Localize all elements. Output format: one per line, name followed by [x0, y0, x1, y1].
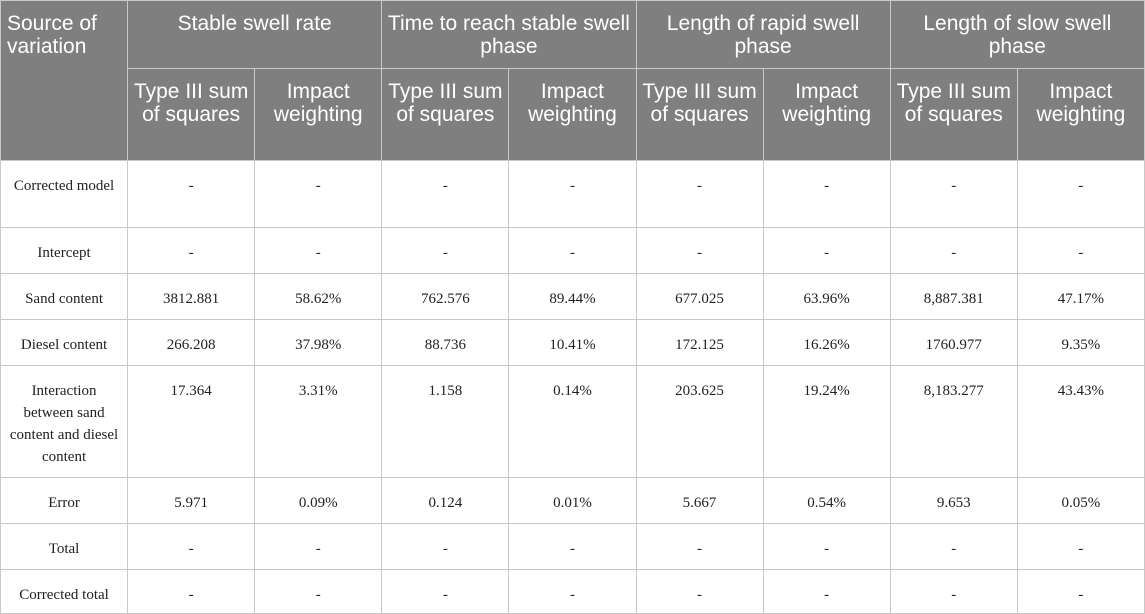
header-group: Length of slow swell phase	[889, 0, 1145, 69]
table-body: Corrected model - - - - - - - - Intercep…	[0, 160, 1145, 614]
row-label: Total	[0, 523, 129, 570]
table-row: Interaction between sand content and die…	[0, 365, 1145, 478]
header-sub-impact: Impact weighting	[1016, 68, 1145, 161]
table-cell: -	[381, 569, 510, 614]
header-sub-impact: Impact weighting	[762, 68, 891, 161]
table-cell: -	[127, 569, 256, 614]
table-cell: -	[762, 523, 891, 570]
header-sub-impact: Impact weighting	[254, 68, 383, 161]
header-sub-impact: Impact weighting	[508, 68, 637, 161]
table-cell: -	[635, 569, 764, 614]
header-group: Time to reach stable swell phase	[381, 0, 637, 69]
header-sub-sum: Type III sum of squares	[889, 68, 1018, 161]
table-cell: -	[762, 160, 891, 228]
header-sub-sum: Type III sum of squares	[381, 68, 510, 161]
table-cell: -	[127, 227, 256, 274]
table-cell: -	[1016, 227, 1145, 274]
header-source: Source of variation	[0, 0, 129, 161]
table-cell: 19.24%	[762, 365, 891, 478]
table-cell: 0.01%	[508, 477, 637, 524]
table-cell: 3812.881	[127, 273, 256, 320]
table-row: Corrected total - - - - - - - -	[0, 569, 1145, 614]
table-cell: 16.26%	[762, 319, 891, 366]
table-cell: -	[254, 227, 383, 274]
table-cell: -	[1016, 523, 1145, 570]
table-cell: -	[381, 523, 510, 570]
table-row: Total - - - - - - - -	[0, 523, 1145, 570]
table-cell: -	[381, 160, 510, 228]
table-cell: 203.625	[635, 365, 764, 478]
table-cell: 88.736	[381, 319, 510, 366]
table-cell: 5.971	[127, 477, 256, 524]
table-cell: -	[508, 569, 637, 614]
table-cell: 89.44%	[508, 273, 637, 320]
table-cell: -	[635, 227, 764, 274]
table-cell: -	[635, 160, 764, 228]
table-cell: 172.125	[635, 319, 764, 366]
table-cell: 63.96%	[762, 273, 891, 320]
table-cell: 0.14%	[508, 365, 637, 478]
table-header: Source of variation Stable swell rate Ti…	[0, 0, 1145, 161]
row-label: Corrected total	[0, 569, 129, 614]
table-cell: 0.05%	[1016, 477, 1145, 524]
table-cell: -	[508, 227, 637, 274]
table-cell: -	[889, 569, 1018, 614]
table-cell: -	[762, 569, 891, 614]
table-cell: 17.364	[127, 365, 256, 478]
row-label: Intercept	[0, 227, 129, 274]
table-cell: -	[1016, 160, 1145, 228]
table-cell: -	[381, 227, 510, 274]
table-cell: 0.54%	[762, 477, 891, 524]
header-row-groups: Source of variation Stable swell rate Ti…	[0, 0, 1145, 161]
table-cell: 5.667	[635, 477, 764, 524]
header-row-sub: Type III sum of squares Impact weighting…	[1, 68, 1145, 161]
table-cell: -	[254, 523, 383, 570]
table-cell: 43.43%	[1016, 365, 1145, 478]
table-cell: 9.653	[889, 477, 1018, 524]
table-row: Sand content 3812.881 58.62% 762.576 89.…	[0, 273, 1145, 320]
table-cell: 266.208	[127, 319, 256, 366]
table-cell: 37.98%	[254, 319, 383, 366]
table-row: Error 5.971 0.09% 0.124 0.01% 5.667 0.54…	[0, 477, 1145, 524]
table-cell: 677.025	[635, 273, 764, 320]
row-label: Sand content	[0, 273, 129, 320]
table-cell: -	[1016, 569, 1145, 614]
table-cell: 3.31%	[254, 365, 383, 478]
table-row: Diesel content 266.208 37.98% 88.736 10.…	[0, 319, 1145, 366]
table-cell: -	[254, 569, 383, 614]
table-cell: -	[254, 160, 383, 228]
table-row: Corrected model - - - - - - - -	[0, 160, 1145, 228]
table-cell: -	[127, 523, 256, 570]
row-label: Corrected model	[0, 160, 129, 228]
row-label: Interaction between sand content and die…	[0, 365, 129, 478]
table-cell: 8,183.277	[889, 365, 1018, 478]
table-cell: -	[762, 227, 891, 274]
table-cell: 8,887.381	[889, 273, 1018, 320]
header-sub-sum: Type III sum of squares	[127, 68, 256, 161]
table-cell: -	[889, 523, 1018, 570]
table-cell: 58.62%	[254, 273, 383, 320]
table-cell: 1760.977	[889, 319, 1018, 366]
table-cell: 0.09%	[254, 477, 383, 524]
table-cell: -	[889, 160, 1018, 228]
table-cell: 762.576	[381, 273, 510, 320]
table-cell: -	[508, 523, 637, 570]
header-group: Length of rapid swell phase	[635, 0, 891, 69]
table-cell: 9.35%	[1016, 319, 1145, 366]
row-label: Diesel content	[0, 319, 129, 366]
header-group: Stable swell rate	[127, 0, 383, 69]
table-row: Intercept - - - - - - - -	[0, 227, 1145, 274]
table-cell: 47.17%	[1016, 273, 1145, 320]
header-sub-sum: Type III sum of squares	[635, 68, 764, 161]
table-cell: 0.124	[381, 477, 510, 524]
table-cell: 1.158	[381, 365, 510, 478]
row-label: Error	[0, 477, 129, 524]
table-cell: -	[635, 523, 764, 570]
table-cell: -	[508, 160, 637, 228]
table-cell: -	[127, 160, 256, 228]
table-cell: -	[889, 227, 1018, 274]
table-cell: 10.41%	[508, 319, 637, 366]
